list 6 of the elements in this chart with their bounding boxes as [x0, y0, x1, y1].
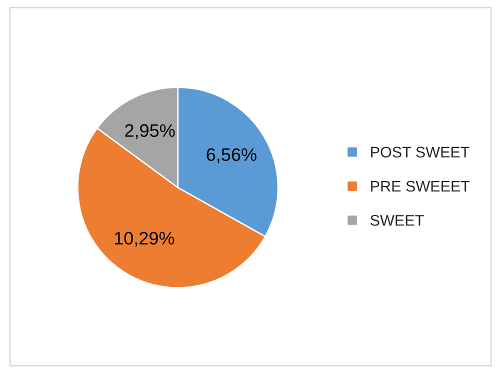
legend-label: SWEET [370, 214, 424, 226]
legend-label: PRE SWEEET [371, 180, 470, 192]
data-label: 6,56% [206, 148, 256, 164]
data-label: 10,29% [114, 232, 174, 247]
data-label: 2,95% [125, 124, 175, 140]
legend-label: POST SWEET [371, 146, 470, 158]
